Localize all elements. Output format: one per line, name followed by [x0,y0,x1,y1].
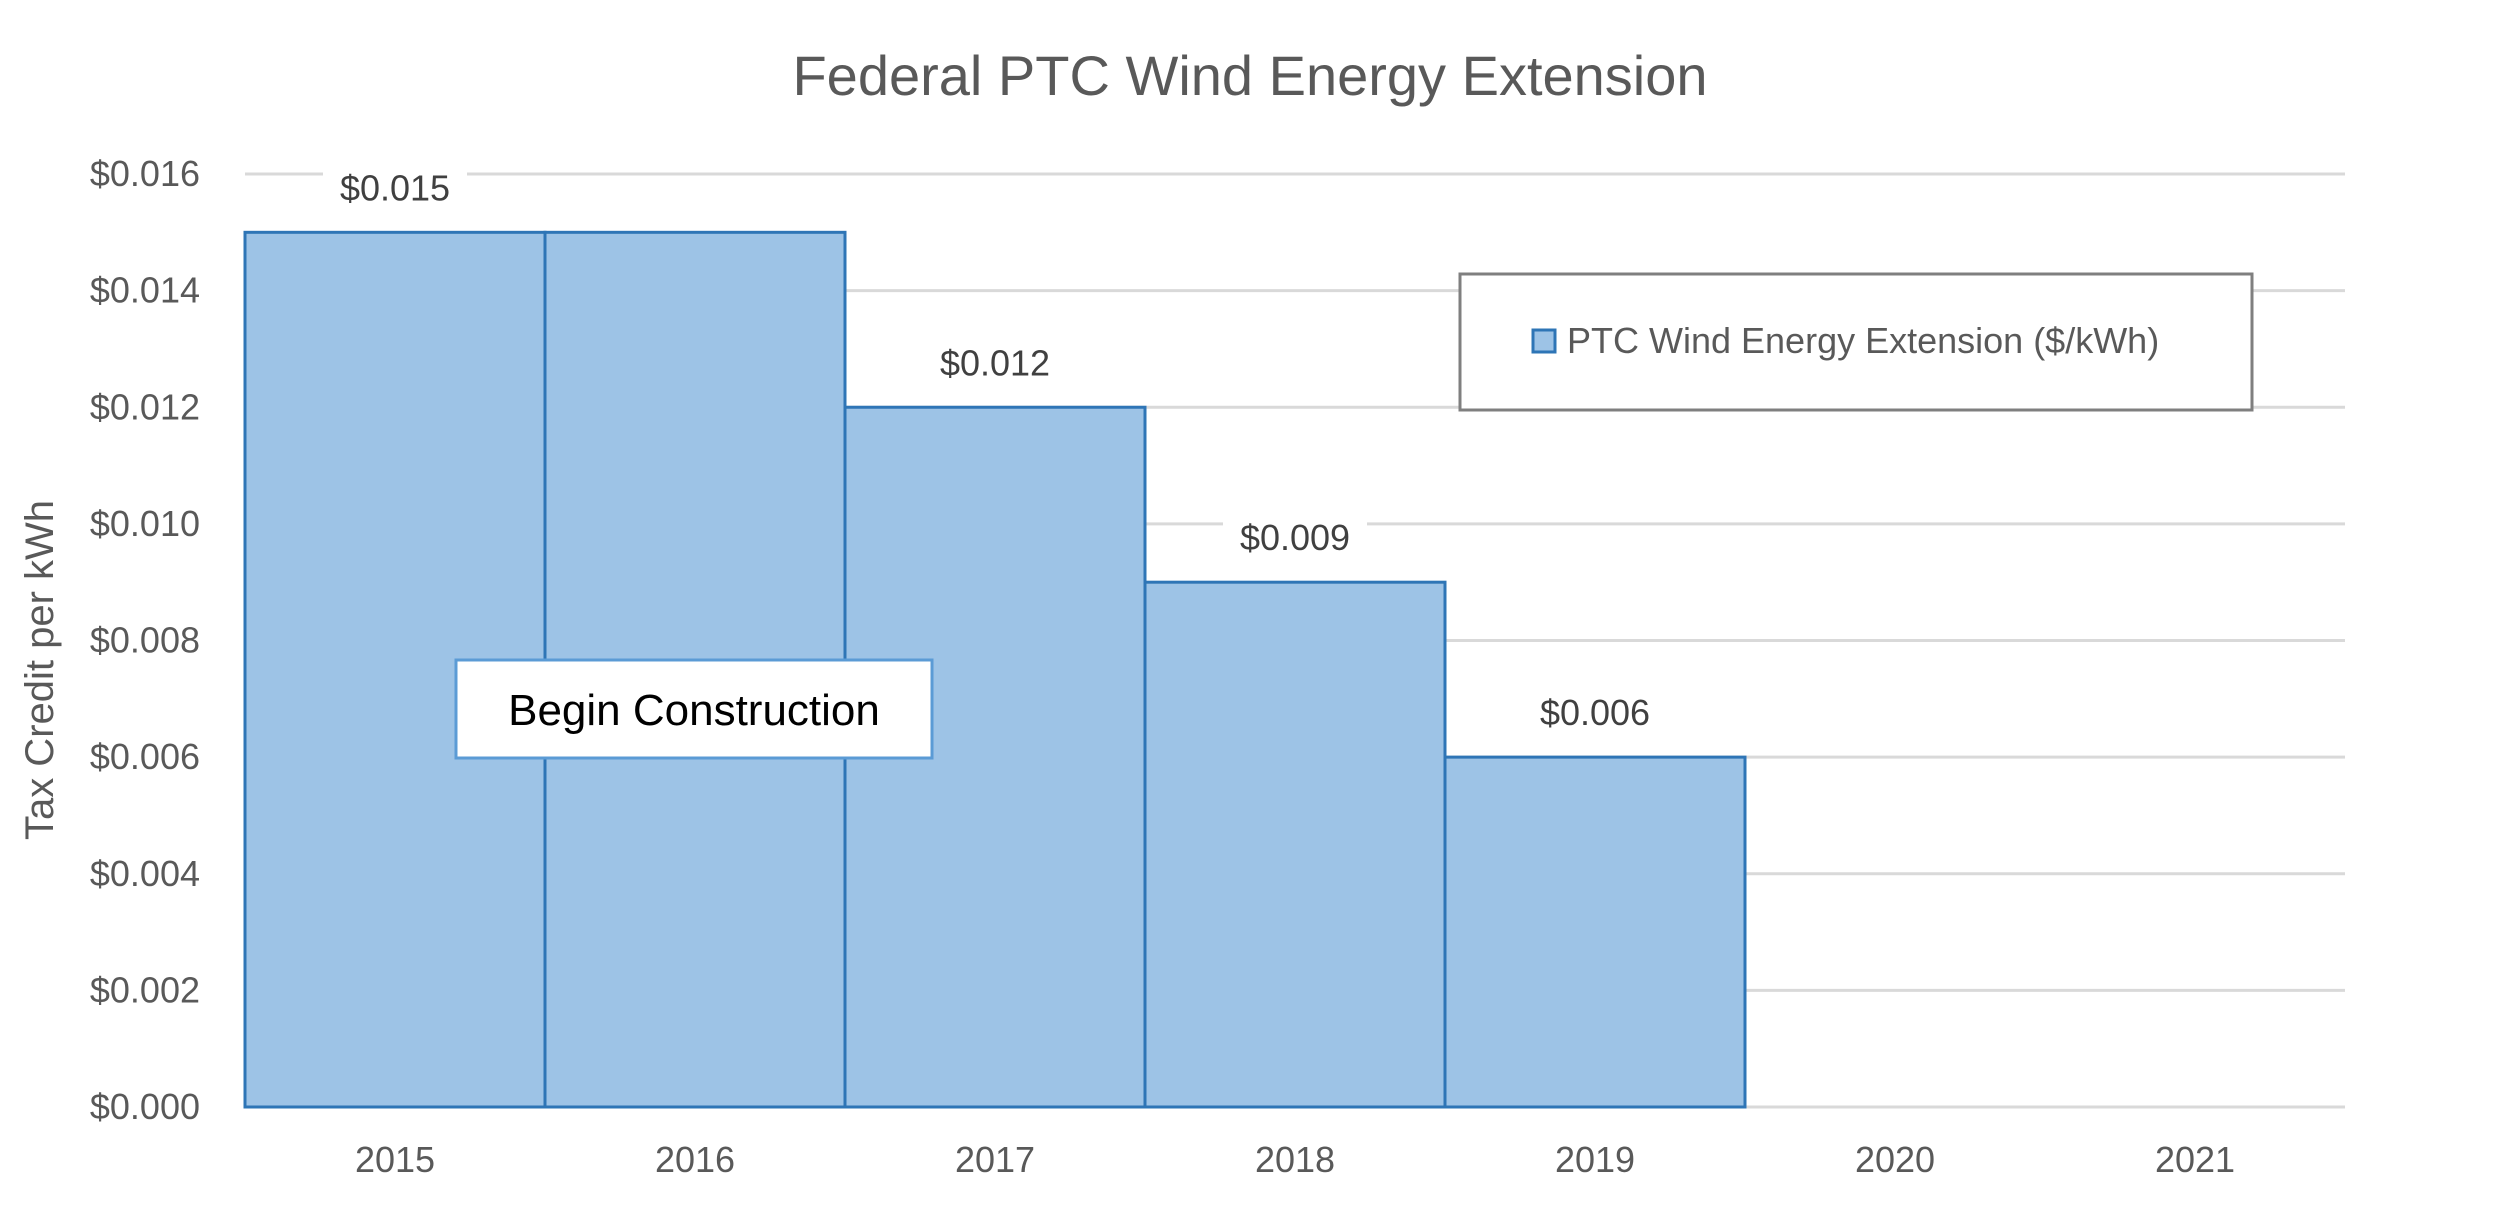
x-tick-label: 2017 [955,1139,1035,1180]
x-tick-label: 2016 [655,1139,735,1180]
annotation-text: Begin Construction [508,686,880,735]
x-tick-label: 2020 [1855,1139,1935,1180]
data-label-background [1523,689,1667,740]
annotation-box [454,658,934,760]
x-axis-ticks: 2015 2016 2017 2018 2019 2020 2021 [355,1139,2235,1180]
data-label-background [1223,514,1367,565]
data-label: $0.009 [1240,517,1350,558]
y-tick-label: $0.010 [90,503,200,544]
legend-label: PTC Wind Energy Extension ($/kWh) [1567,320,2159,361]
bar [1443,755,1747,1109]
data-label-background [923,339,1067,390]
x-tick-label: 2019 [1555,1139,1635,1180]
annotation: Begin Construction [454,658,934,760]
y-tick-label: $0.000 [90,1086,200,1127]
y-tick-label: $0.002 [90,969,200,1010]
data-label: $0.006 [1540,692,1650,733]
y-tick-label: $0.006 [90,736,200,777]
data-label-background [323,164,467,215]
data-label: $0.012 [940,342,1050,383]
y-tick-label: $0.004 [90,853,200,894]
data-label: $0.015 [340,167,450,208]
y-axis-label: Tax Credit per kWh [18,500,62,840]
legend-box [1458,272,2254,412]
bar [1143,580,1447,1109]
x-tick-label: 2021 [2155,1139,2235,1180]
x-tick-label: 2018 [1255,1139,1335,1180]
chart-title: Federal PTC Wind Energy Extension [792,44,1707,107]
data-labels: $0.015 $0.012 $0.009 $0.006 [323,164,1667,740]
x-tick-label: 2015 [355,1139,435,1180]
legend-swatch [1531,328,1557,354]
y-tick-label: $0.016 [90,153,200,194]
legend: PTC Wind Energy Extension ($/kWh) [1458,272,2254,412]
y-axis-ticks: $0.000 $0.002 $0.004 $0.006 $0.008 $0.010 $0.0… [90,153,200,1127]
y-tick-label: $0.012 [90,386,200,427]
y-tick-label: $0.014 [90,270,200,311]
y-tick-label: $0.008 [90,620,200,661]
